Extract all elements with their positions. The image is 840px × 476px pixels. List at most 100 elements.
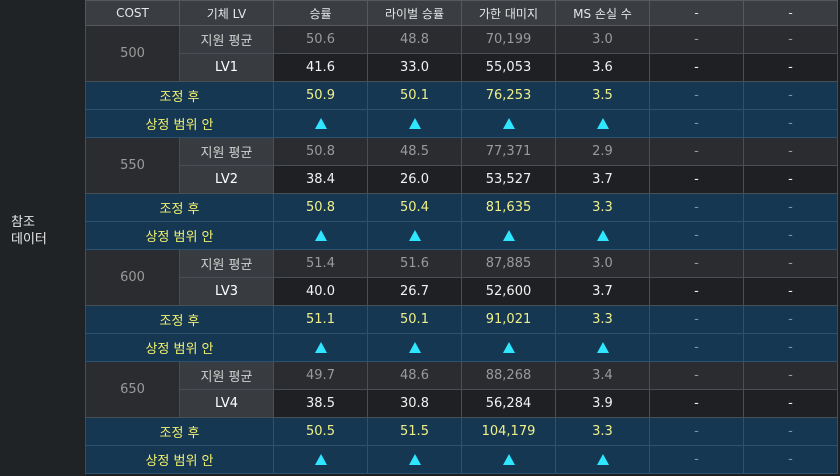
adjusted-value-cell: 104,179	[461, 417, 556, 446]
row-label: 지원 평균	[179, 25, 274, 54]
adjusted-row: 조정 후 50.8 50.4 81,635 3.3- -	[85, 193, 838, 222]
within-range-row: 상정 범위 안 --	[85, 445, 838, 474]
value-cell: 3.0	[555, 249, 650, 278]
up-triangle-icon	[596, 342, 609, 353]
indicator-cell	[555, 221, 650, 250]
indicator-cell	[461, 221, 556, 250]
adjusted-row: 조정 후 50.9 50.1 76,253 3.5- -	[85, 81, 838, 110]
up-triangle-icon	[502, 118, 515, 129]
row-label: 지원 평균	[179, 361, 274, 390]
adjusted-value-cell: 3.3	[555, 417, 650, 446]
support-average-row: 550 지원 평균 50.8 48.5 77,371 2.9- -	[85, 137, 838, 194]
adjusted-row: 조정 후 50.5 51.5 104,179 3.3- -	[85, 417, 838, 446]
support-average-row: 600 지원 평균 51.4 51.6 87,885 3.0- -	[85, 249, 838, 306]
dash-cell: -	[649, 333, 744, 362]
unit-level-row: LV3 40.0 26.7 52,600 3.7- -	[86, 277, 838, 306]
header-cost: COST	[85, 0, 180, 26]
side-header: 참조 데이터	[0, 0, 86, 476]
dash-cell: -	[743, 249, 838, 278]
row-label: LV3	[179, 277, 274, 306]
indicator-cell	[367, 445, 462, 474]
value-cell: 38.4	[273, 165, 368, 194]
dash-cell: -	[743, 221, 838, 250]
row-label: 상정 범위 안	[85, 109, 274, 138]
unit-level-row: LV1 41.6 33.0 55,053 3.6- -	[86, 53, 838, 82]
value-cell: 40.0	[273, 277, 368, 306]
value-cell: 88,268	[461, 361, 556, 390]
dash-cell: -	[743, 305, 838, 334]
dash-cell: -	[649, 249, 744, 278]
value-cell: 26.0	[367, 165, 462, 194]
indicator-cell	[273, 333, 368, 362]
dash-cell: -	[649, 221, 744, 250]
adjusted-value-cell: 3.3	[555, 193, 650, 222]
dash-cell: -	[743, 137, 838, 166]
adjusted-value-cell: 50.5	[273, 417, 368, 446]
header-ms-losses: MS 손실 수	[555, 0, 650, 26]
dash-cell: -	[743, 277, 838, 306]
adjusted-value-cell: 3.5	[555, 81, 650, 110]
dash-cell: -	[743, 445, 838, 474]
dash-cell: -	[649, 389, 744, 418]
side-label-line2: 데이터	[11, 232, 47, 247]
indicator-cell	[555, 445, 650, 474]
value-cell: 70,199	[461, 25, 556, 54]
cost-cell: 600	[85, 249, 180, 306]
dash-cell: -	[743, 361, 838, 390]
reference-table: COST 기체 LV 승률 라이벌 승률 가한 대미지 MS 손실 수 - - …	[85, 0, 838, 474]
up-triangle-icon	[502, 342, 515, 353]
indicator-cell	[273, 221, 368, 250]
header-empty-1: -	[649, 0, 744, 26]
within-range-row: 상정 범위 안 --	[85, 333, 838, 362]
value-cell: 49.7	[273, 361, 368, 390]
up-triangle-icon	[596, 230, 609, 241]
value-cell: 2.9	[555, 137, 650, 166]
up-triangle-icon	[314, 118, 327, 129]
value-cell: 3.7	[555, 277, 650, 306]
up-triangle-icon	[502, 454, 515, 465]
up-triangle-icon	[314, 342, 327, 353]
indicator-cell	[367, 109, 462, 138]
dash-cell: -	[649, 277, 744, 306]
dash-cell: -	[743, 81, 838, 110]
header-rival-win-rate: 라이벌 승률	[367, 0, 462, 26]
row-label: 조정 후	[85, 193, 274, 222]
row-label: 지원 평균	[179, 137, 274, 166]
dash-cell: -	[743, 165, 838, 194]
header-unit-lv: 기체 LV	[179, 0, 274, 26]
side-label: 참조 데이터	[11, 214, 47, 248]
up-triangle-icon	[408, 454, 421, 465]
adjusted-value-cell: 50.4	[367, 193, 462, 222]
row-label: 조정 후	[85, 417, 274, 446]
indicator-cell	[273, 445, 368, 474]
support-average-row: 650 지원 평균 49.7 48.6 88,268 3.4- -	[85, 361, 838, 418]
value-cell: 52,600	[461, 277, 556, 306]
value-cell: 3.9	[555, 389, 650, 418]
value-cell: 3.0	[555, 25, 650, 54]
value-cell: 48.8	[367, 25, 462, 54]
row-label: LV1	[179, 53, 274, 82]
within-range-row: 상정 범위 안 --	[85, 109, 838, 138]
adjusted-value-cell: 76,253	[461, 81, 556, 110]
adjusted-value-cell: 50.1	[367, 305, 462, 334]
value-cell: 38.5	[273, 389, 368, 418]
dash-cell: -	[743, 193, 838, 222]
row-label: LV4	[179, 389, 274, 418]
up-triangle-icon	[408, 342, 421, 353]
dash-cell: -	[649, 193, 744, 222]
dash-cell: -	[649, 25, 744, 54]
value-cell: 87,885	[461, 249, 556, 278]
adjusted-value-cell: 51.1	[273, 305, 368, 334]
dash-cell: -	[649, 305, 744, 334]
value-cell: 26.7	[367, 277, 462, 306]
row-label: 조정 후	[85, 305, 274, 334]
value-cell: 51.4	[273, 249, 368, 278]
value-cell: 3.7	[555, 165, 650, 194]
adjusted-value-cell: 50.8	[273, 193, 368, 222]
value-cell: 56,284	[461, 389, 556, 418]
up-triangle-icon	[314, 454, 327, 465]
value-cell: 30.8	[367, 389, 462, 418]
adjusted-value-cell: 50.1	[367, 81, 462, 110]
value-cell: 41.6	[273, 53, 368, 82]
